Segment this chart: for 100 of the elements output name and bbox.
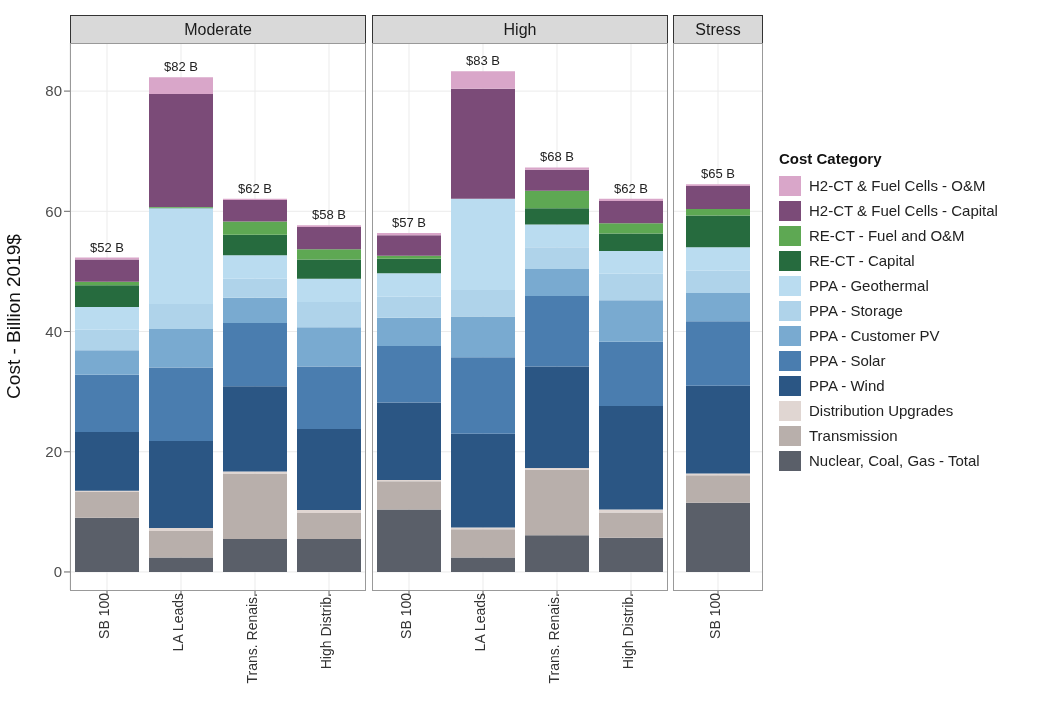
legend-label: PPA - Solar	[809, 352, 886, 369]
bar	[599, 341, 663, 407]
x-tick-label: Trans. Renais.	[243, 593, 260, 684]
bar	[297, 510, 361, 514]
total-label: $68 B	[540, 149, 574, 165]
bar	[377, 345, 441, 403]
legend-label: Distribution Upgrades	[809, 402, 954, 419]
bar	[451, 529, 515, 558]
legend-label: RE-CT - Capital	[809, 252, 915, 269]
bar	[297, 327, 361, 367]
total-label: $58 B	[312, 207, 346, 223]
y-tick-label: 60	[45, 202, 62, 220]
legend-label: H2-CT & Fuel Cells - Capital	[809, 202, 998, 219]
bar	[525, 269, 589, 297]
bar	[377, 402, 441, 480]
bar	[686, 186, 750, 209]
bar	[599, 509, 663, 513]
legend-label: PPA - Geothermal	[809, 277, 929, 294]
total-label: $62 B	[614, 180, 648, 196]
x-tick-label: High Distrib.	[317, 593, 334, 670]
bar	[599, 406, 663, 510]
bar	[686, 293, 750, 322]
legend-label: H2-CT & Fuel Cells - O&M	[809, 177, 986, 194]
bar	[297, 428, 361, 511]
legend-label: Transmission	[809, 427, 898, 444]
bar	[223, 323, 287, 387]
bar	[223, 221, 287, 235]
bar	[297, 538, 361, 572]
bar	[75, 350, 139, 375]
bar	[223, 199, 287, 222]
bar	[149, 440, 213, 529]
bar	[377, 255, 441, 259]
x-tick-label: SB 100	[706, 592, 723, 639]
bar	[525, 208, 589, 225]
bar	[686, 321, 750, 386]
bar	[149, 367, 213, 441]
legend-label: PPA - Customer PV	[809, 327, 940, 344]
bar	[297, 259, 361, 279]
y-tick-label: 80	[45, 82, 62, 100]
bar	[599, 537, 663, 572]
total-label: $83 B	[466, 53, 500, 69]
x-tick-label: SB 100	[95, 592, 112, 639]
bar	[223, 234, 287, 256]
x-tick-label: High Distrib.	[619, 593, 636, 670]
bar	[297, 366, 361, 429]
bar	[525, 296, 589, 367]
bar	[686, 475, 750, 503]
bar	[75, 517, 139, 572]
x-tick-label: LA Leads	[169, 593, 186, 652]
y-tick-label: 20	[45, 443, 62, 461]
bar	[75, 374, 139, 432]
bar	[297, 226, 361, 250]
legend-title: Cost Category	[779, 150, 883, 167]
bar	[149, 557, 213, 572]
y-tick-label: 40	[45, 322, 62, 340]
legend-label: PPA - Storage	[809, 302, 903, 319]
x-tick-label: Trans. Renais.	[545, 593, 562, 684]
bar	[75, 431, 139, 491]
bar	[75, 259, 139, 282]
total-label: $65 B	[701, 166, 735, 182]
bar	[377, 481, 441, 510]
chart-title: Moderate	[70, 15, 366, 44]
bar	[599, 223, 663, 234]
bar	[223, 473, 287, 539]
bar	[451, 433, 515, 528]
bar	[149, 329, 213, 368]
bar	[525, 169, 589, 191]
total-label: $62 B	[238, 180, 272, 196]
bar	[149, 531, 213, 558]
bar	[451, 316, 515, 358]
chart-title: Stress	[673, 15, 763, 44]
legend-label: PPA - Wind	[809, 377, 885, 394]
bar	[223, 538, 287, 572]
bar	[75, 285, 139, 307]
bar	[377, 235, 441, 256]
bar	[599, 233, 663, 251]
x-tick-label: SB 100	[397, 592, 414, 639]
bar	[149, 528, 213, 532]
x-tick-label: LA Leads	[471, 593, 488, 652]
bar	[525, 469, 589, 536]
bar	[451, 357, 515, 434]
bar	[599, 512, 663, 538]
bar	[297, 249, 361, 260]
bar	[377, 258, 441, 274]
total-label: $57 B	[392, 214, 426, 230]
bar	[525, 167, 589, 170]
legend-label: RE-CT - Fuel and O&M	[809, 227, 965, 244]
total-label: $82 B	[164, 59, 198, 75]
y-axis-title: Cost - Billion 2019$	[2, 233, 24, 399]
bar	[149, 94, 213, 208]
bar	[451, 557, 515, 572]
bar	[377, 509, 441, 572]
bar	[525, 366, 589, 468]
y-tick-label: 0	[53, 563, 62, 581]
bar	[451, 88, 515, 199]
chart-title: High	[372, 15, 668, 44]
bar	[149, 77, 213, 95]
bar	[525, 190, 589, 209]
bar	[686, 208, 750, 216]
bar	[599, 300, 663, 342]
